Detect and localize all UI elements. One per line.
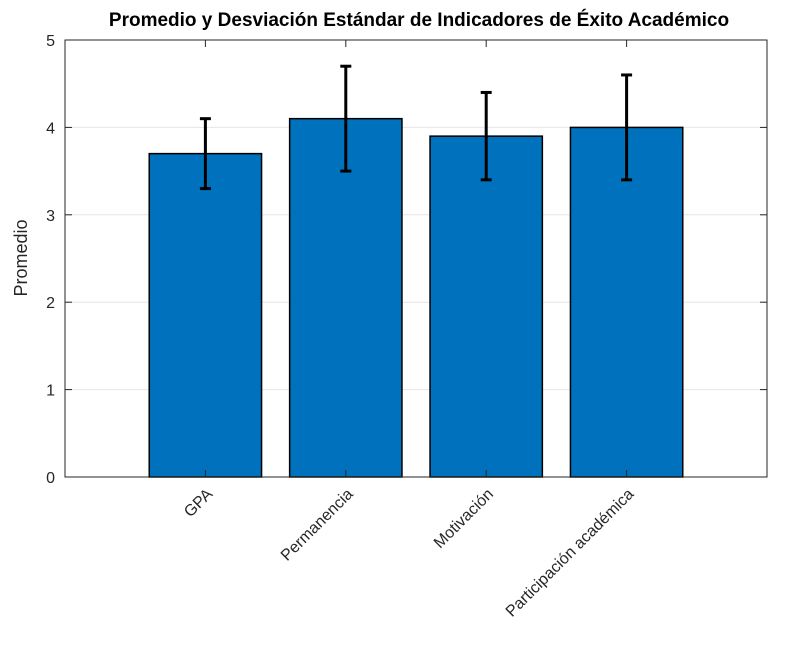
chart-title: Promedio y Desviación Estándar de Indica… bbox=[109, 9, 729, 31]
x-tick-label: Motivación bbox=[431, 486, 497, 552]
y-tick-label: 2 bbox=[46, 295, 55, 312]
y-tick-label: 5 bbox=[46, 33, 55, 50]
error-bar bbox=[340, 64, 352, 173]
y-tick-label: 4 bbox=[46, 120, 55, 137]
x-tick-label: Participación académica bbox=[503, 486, 638, 621]
bar-motivación bbox=[429, 135, 544, 478]
error-bar bbox=[199, 117, 211, 191]
y-axis-label: Promedio bbox=[11, 219, 31, 296]
bars bbox=[148, 117, 684, 478]
y-tick-label: 0 bbox=[46, 470, 55, 487]
x-tick-label: GPA bbox=[181, 486, 216, 521]
error-bar bbox=[621, 73, 633, 182]
y-tick-label: 1 bbox=[46, 383, 55, 400]
bar-permanencia bbox=[288, 117, 403, 478]
bar-gpa bbox=[148, 152, 263, 478]
error-bars bbox=[199, 64, 633, 191]
plot-area-frame bbox=[64, 39, 768, 478]
error-bar bbox=[480, 90, 492, 182]
y-tick-label: 3 bbox=[46, 208, 55, 225]
x-tick-label: Permanencia bbox=[278, 486, 357, 565]
y-axis-ticks: 0 1 2 3 4 5 bbox=[46, 33, 767, 487]
